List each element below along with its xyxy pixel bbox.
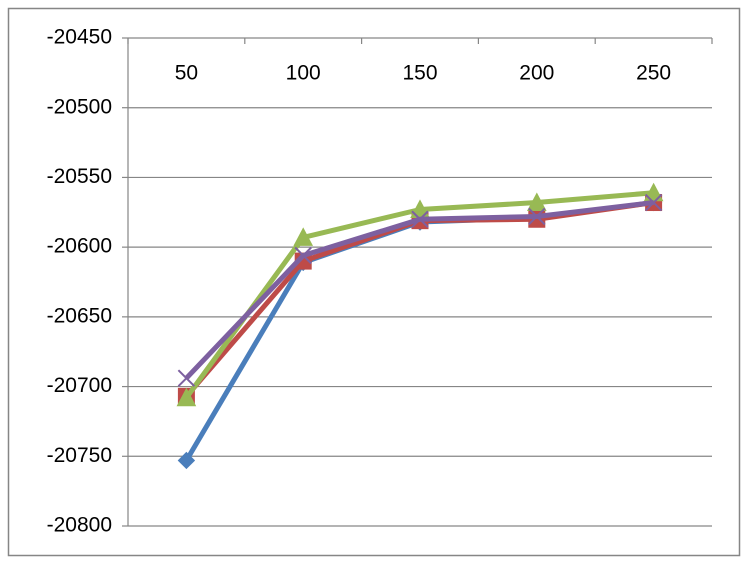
y-tick-label: -20800	[47, 514, 112, 537]
point	[177, 369, 196, 387]
y-tick-label: -20600	[47, 235, 112, 258]
point	[294, 246, 312, 265]
x-tick-label: 100	[286, 62, 321, 85]
y-tick-label: -20450	[47, 26, 112, 49]
point	[526, 192, 547, 212]
point	[528, 207, 546, 226]
y-tick-label: -20550	[47, 165, 112, 188]
point	[644, 193, 663, 212]
point	[177, 451, 196, 470]
x-tick-label: 250	[636, 62, 671, 85]
point	[293, 227, 314, 246]
y-tick-label: -20650	[47, 304, 112, 327]
x-tick-label: 150	[402, 62, 437, 85]
x-tick-label: 50	[175, 62, 198, 85]
y-tick-label: -20500	[47, 95, 112, 118]
chart-border	[7, 7, 741, 557]
x-tick-label: 200	[519, 62, 554, 85]
point	[411, 210, 429, 228]
y-tick-label: -20750	[47, 444, 112, 467]
point	[176, 387, 197, 407]
y-tick-label: -20700	[47, 374, 112, 397]
point	[643, 182, 664, 202]
